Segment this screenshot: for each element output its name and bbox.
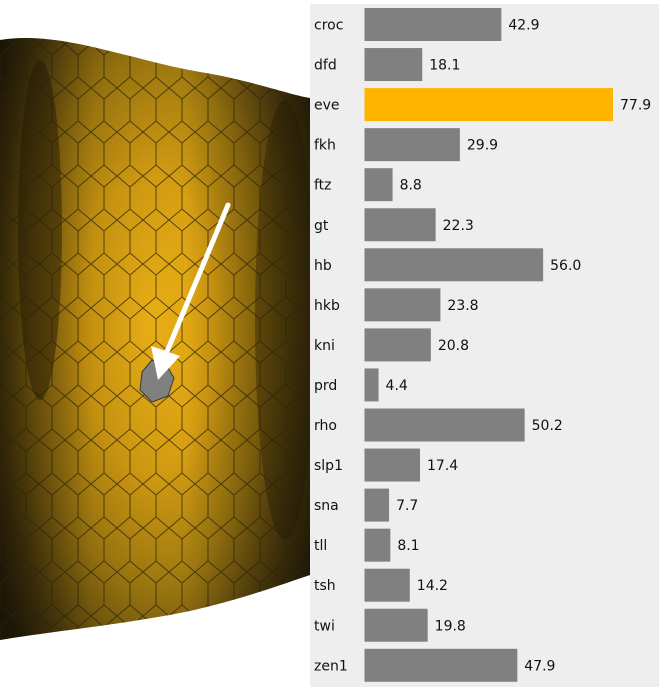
bar-hkb[interactable] bbox=[364, 288, 441, 322]
gene-label-gt: gt bbox=[314, 218, 329, 234]
arrow-icon bbox=[151, 202, 231, 380]
gene-label-eve: eve bbox=[314, 98, 340, 114]
value-label-eve: 77.9 bbox=[620, 98, 651, 114]
bar-croc[interactable] bbox=[364, 8, 502, 41]
gene-label-ftz: ftz bbox=[314, 178, 332, 194]
value-label-kni: 20.8 bbox=[438, 338, 469, 354]
value-label-slp1: 17.4 bbox=[427, 458, 458, 474]
bar-dfd[interactable] bbox=[364, 48, 423, 82]
value-label-ftz: 8.8 bbox=[400, 178, 422, 194]
bar-sna[interactable] bbox=[364, 488, 390, 522]
gene-label-twi: twi bbox=[314, 618, 335, 634]
bar-zen1[interactable] bbox=[364, 648, 518, 682]
bar-fkh[interactable] bbox=[364, 128, 460, 162]
embryo-cell-visualization bbox=[0, 37, 310, 641]
bar-ftz[interactable] bbox=[364, 168, 393, 202]
gene-label-croc: croc bbox=[314, 18, 343, 34]
bar-twi[interactable] bbox=[364, 608, 428, 642]
value-label-zen1: 47.9 bbox=[524, 658, 555, 674]
gene-label-zen1: zen1 bbox=[314, 658, 348, 674]
gene-label-dfd: dfd bbox=[314, 58, 337, 74]
gene-label-tll: tll bbox=[314, 538, 327, 554]
gene-label-fkh: fkh bbox=[314, 138, 336, 154]
gene-label-kni: kni bbox=[314, 338, 335, 354]
bar-rho[interactable] bbox=[364, 408, 525, 442]
bar-kni[interactable] bbox=[364, 328, 431, 362]
bar-prd[interactable] bbox=[364, 368, 379, 402]
value-label-gt: 22.3 bbox=[443, 218, 474, 234]
value-label-hkb: 23.8 bbox=[447, 298, 478, 314]
gene-label-slp1: slp1 bbox=[314, 458, 343, 474]
value-label-prd: 4.4 bbox=[386, 378, 408, 394]
bar-slp1[interactable] bbox=[364, 448, 421, 482]
value-label-twi: 19.8 bbox=[435, 618, 466, 634]
gene-label-sna: sna bbox=[314, 498, 339, 514]
gene-label-hkb: hkb bbox=[314, 298, 340, 314]
bar-hb[interactable] bbox=[364, 248, 544, 282]
value-label-dfd: 18.1 bbox=[429, 58, 460, 74]
bar-tll[interactable] bbox=[364, 528, 391, 562]
gene-label-prd: prd bbox=[314, 378, 337, 394]
gene-expression-bar-chart: croc 42.9 dfd 18.1 eve 77.9 fkh 29.9 ftz 8.8 gt 22.… bbox=[310, 4, 659, 687]
value-label-fkh: 29.9 bbox=[467, 138, 498, 154]
bar-eve[interactable] bbox=[364, 88, 614, 122]
value-label-tsh: 14.2 bbox=[417, 578, 448, 594]
bar-gt[interactable] bbox=[364, 208, 436, 242]
gene-label-tsh: tsh bbox=[314, 578, 336, 594]
value-label-sna: 7.7 bbox=[396, 498, 418, 514]
bar-tsh[interactable] bbox=[364, 568, 410, 602]
gene-label-rho: rho bbox=[314, 418, 337, 434]
value-label-croc: 42.9 bbox=[508, 18, 539, 34]
value-label-tll: 8.1 bbox=[397, 538, 419, 554]
gene-label-hb: hb bbox=[314, 258, 332, 274]
value-label-rho: 50.2 bbox=[532, 418, 563, 434]
value-label-hb: 56.0 bbox=[550, 258, 581, 274]
